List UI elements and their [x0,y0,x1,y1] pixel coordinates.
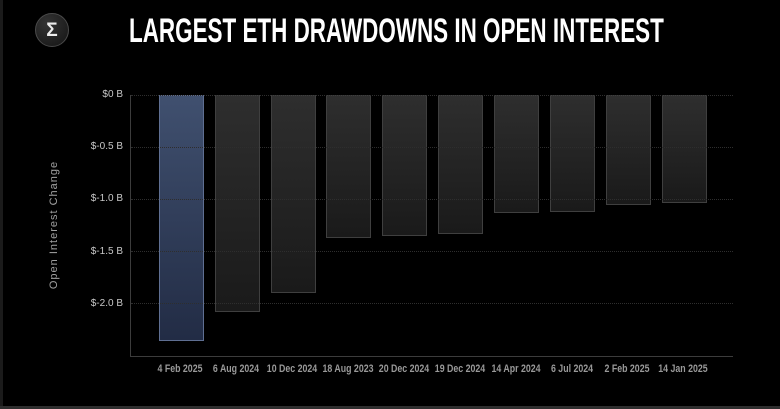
chart-title: LARGEST ETH DRAWDOWNS IN OPEN INTEREST [129,12,664,50]
bar[interactable] [661,95,707,203]
x-axis-tick-labels: 4 Feb 2025 6 Aug 2024 10 Dec 2024 18 Aug 20… [130,362,732,378]
bar[interactable] [214,95,260,313]
bar[interactable] [605,95,651,205]
x-axis-label: 10 Dec 2024 [266,363,318,375]
y-axis-tick-labels: $0 B $-0.5 B $-1.0 B $-1.5 B $-2.0 B [0,89,123,356]
window-bottom-edge [0,406,780,409]
x-axis-label: 19 Dec 2024 [434,363,485,375]
bar-highlighted[interactable] [158,95,204,342]
y-axis-tick-label: $-0.5 B [90,141,123,153]
window-left-edge [0,0,3,409]
sigma-logo-icon[interactable]: Σ [35,13,69,47]
x-axis-label: 4 Feb 2025 [157,363,203,375]
x-axis-label: 2 Feb 2025 [604,363,650,375]
y-axis-tick-label: $-1.5 B [90,245,123,257]
x-axis-label: 6 Aug 2024 [213,363,260,375]
y-axis-tick-label: $-1.0 B [90,193,123,205]
x-axis-label: 14 Jan 2025 [658,363,708,375]
bar[interactable] [270,95,316,294]
y-axis-tick-label: $-2.0 B [90,297,123,309]
bar[interactable] [494,95,540,213]
plot-area [130,94,733,357]
bar[interactable] [438,95,484,234]
x-axis-label: 18 Aug 2023 [322,363,374,375]
x-axis-label: 6 Jul 2024 [550,363,593,375]
bar[interactable] [382,95,428,236]
bar[interactable] [549,95,595,212]
x-axis-label: 14 Apr 2024 [491,363,541,375]
x-axis-label: 20 Dec 2024 [378,363,429,375]
y-axis-tick-label: $0 B [102,89,123,100]
bar[interactable] [326,95,372,238]
sigma-glyph: Σ [46,19,58,41]
